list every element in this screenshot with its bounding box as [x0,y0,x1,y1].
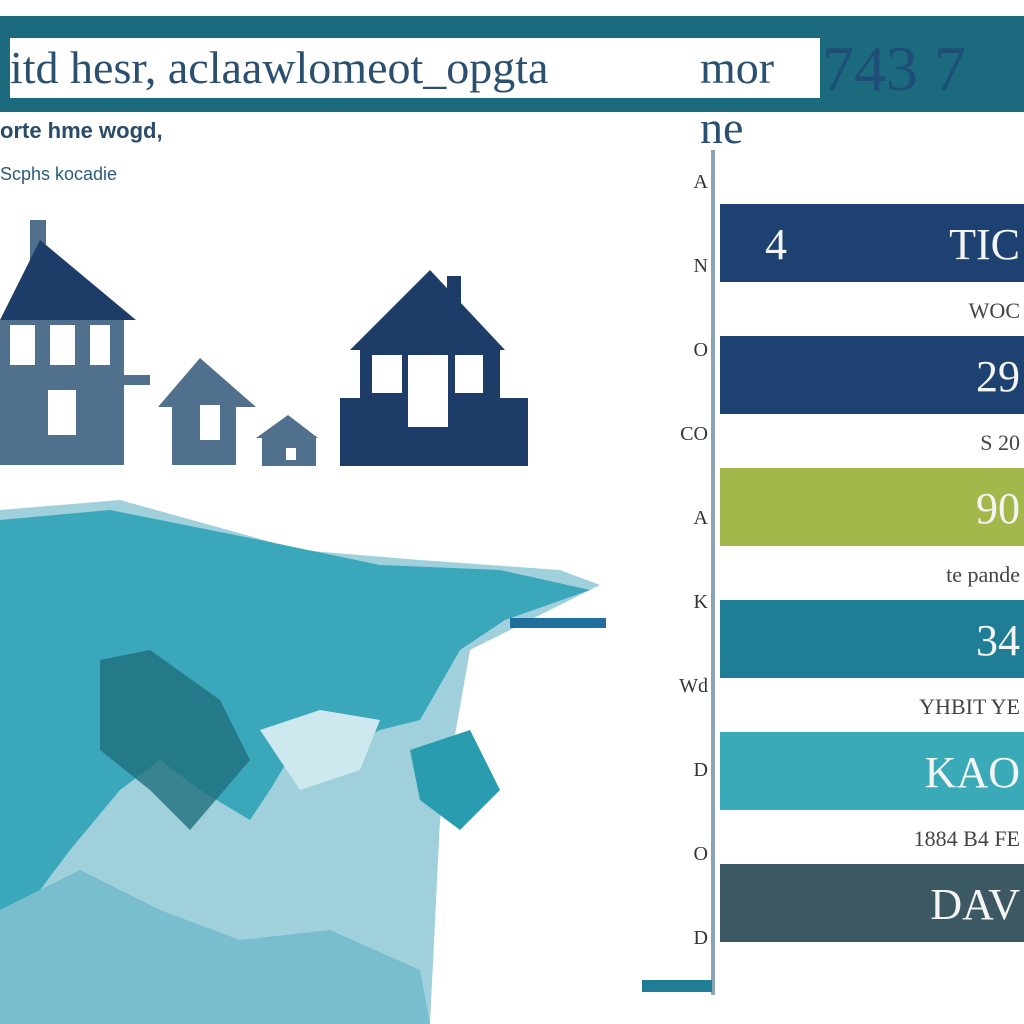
y-tick-label-2: N [694,255,708,277]
bar-6 [720,864,1024,942]
map-shape-teal-2 [410,730,500,830]
bar-label-left-1: 4 [765,220,787,269]
bar-value-label-6: DAV [930,880,1020,929]
bar-sublabel-5: 1884 B4 FE [914,826,1020,851]
bar-2 [720,336,1024,414]
y-tick-label-4: CO [680,423,708,445]
world-map-illustration [0,500,606,1024]
y-tick-label-6: K [694,591,709,613]
y-tick-label-8: D [694,759,708,781]
bar-sublabel-1: WOC [969,298,1020,323]
house-large-left [0,220,150,465]
house-large-right [340,270,528,466]
title-bar: itd hesr, aclaawlomeot_opgta mor ne 743 … [0,16,1024,153]
house-tiny [256,415,318,466]
bar-value-label-2: 29 [976,352,1020,401]
y-tick-label-1: A [694,171,709,193]
map-shape-light [260,710,380,790]
title-number: 743 7 [822,33,966,104]
bar-value-label-3: 90 [976,484,1020,533]
y-tick-label-10: D [694,927,708,949]
map-shape-main [0,510,590,910]
bar-3 [720,468,1024,546]
bar-value-label-4: 34 [976,616,1020,665]
y-tick-label-3: O [694,339,708,361]
y-tick-label-5: A [694,507,709,529]
house-small-middle [158,358,256,465]
map-shape-lower [0,870,430,1024]
y-tick-label-7: Wd [679,675,708,697]
legend-line-1: orte hme wogd, [0,118,163,143]
page-title: itd hesr, aclaawlomeot_opgta [10,38,710,98]
map-shape-dark [100,650,250,830]
bar-1 [720,204,1024,282]
houses-illustration [0,220,528,466]
bar-value-label-1: TIC [949,220,1020,269]
bar-5 [720,732,1024,810]
legend-line-2: Scphs kocadie [0,164,118,184]
bar-sublabel-2: S 20 [980,430,1020,455]
y-tick-label-9: O [694,843,708,865]
bar-4 [720,600,1024,678]
bar-sublabel-4: YHBIT YE [919,694,1020,719]
bar-sublabel-3: te pande [946,562,1020,587]
title-suffix: mor ne [700,38,820,153]
bar-value-label-5: KAO [925,748,1020,797]
axis-foot [642,980,712,992]
map-stroke [510,618,606,628]
bar-chart: A N O CO A K Wd D O D 4 TIC WOC 29 S 20 90 te pande 34 YH… [642,150,1024,995]
